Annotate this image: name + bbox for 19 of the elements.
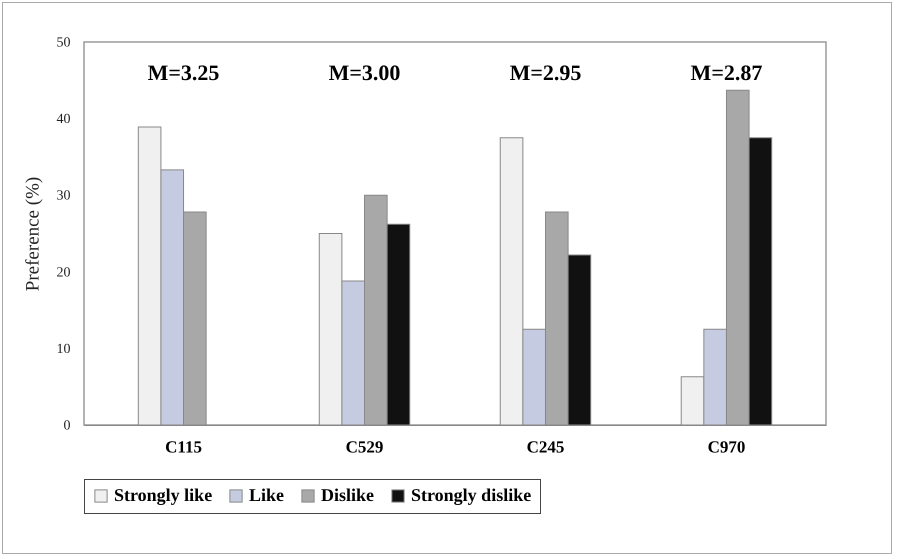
annotation: M=2.95 <box>510 60 582 85</box>
y-tick-label: 50 <box>56 36 70 50</box>
y-tick-label: 10 <box>56 342 70 357</box>
x-tick-label: C115 <box>165 438 202 456</box>
y-tick-label: 40 <box>56 112 70 128</box>
annotation: M=3.00 <box>328 60 400 85</box>
y-tick-label: 30 <box>56 188 70 204</box>
annotation: M=3.25 <box>148 60 220 85</box>
legend-label: Like <box>249 485 284 505</box>
x-tick-label: C970 <box>708 438 746 456</box>
y-axis-title: Preference (%) <box>22 176 44 292</box>
legend-label: Strongly like <box>114 485 212 505</box>
y-tick-label: 20 <box>56 265 70 280</box>
x-tick-label: C245 <box>526 438 564 456</box>
y-tick-label: 0 <box>64 418 70 434</box>
annotation: M=2.87 <box>690 60 762 85</box>
x-tick-label: C529 <box>346 438 384 456</box>
legend-label: Dislike <box>321 485 374 505</box>
legend-label: Strongly dislike <box>411 485 532 505</box>
